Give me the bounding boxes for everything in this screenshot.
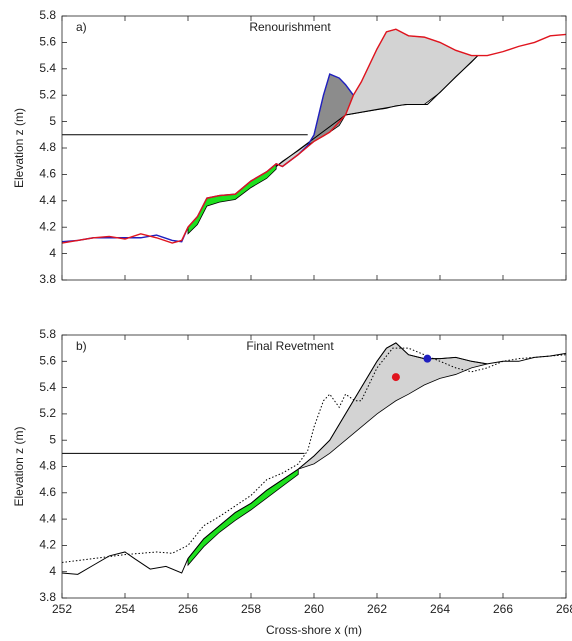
x-tick-label: 254 [115,602,135,616]
marker [391,373,400,382]
x-tick-label: 262 [367,602,387,616]
profile-line [275,55,479,167]
x-tick-label: 264 [430,602,450,616]
x-tick-label: 268 [556,602,572,616]
y-tick-label: 5.8 [39,8,56,22]
x-tick-label: 256 [178,602,198,616]
y-tick-label: 4.8 [39,140,56,154]
y-tick-label: 5.6 [39,35,56,49]
y-axis-label: Elevation z (m) [12,426,26,506]
x-tick-label: 260 [304,602,324,616]
x-tick-label: 266 [493,602,513,616]
y-tick-label: 5 [49,114,56,128]
y-tick-label: 5.4 [39,61,56,75]
y-tick-label: 5.2 [39,87,56,101]
y-tick-label: 4.8 [39,459,56,473]
profile-line [61,28,567,244]
x-tick-label: 258 [241,602,261,616]
y-tick-label: 5.4 [39,380,56,394]
panel-title: Final Revetment [246,339,334,353]
y-tick-label: 3.8 [39,272,56,286]
plot-area [62,16,566,280]
y-axis-label: Elevation z (m) [12,108,26,188]
y-tick-label: 5.6 [39,353,56,367]
profile-line [61,347,567,563]
y-tick-label: 4.2 [39,538,56,552]
panel-label: a) [76,20,87,34]
y-tick-label: 4 [49,246,56,260]
y-tick-label: 4.6 [39,485,56,499]
y-tick-label: 3.8 [39,590,56,604]
y-tick-label: 5.8 [39,327,56,341]
y-tick-label: 4.4 [39,193,56,207]
profile-line [61,342,567,575]
plot-area [62,335,566,598]
y-tick-label: 4.6 [39,167,56,181]
y-tick-label: 4.4 [39,511,56,525]
x-tick-label: 252 [52,602,72,616]
x-axis-label: Cross-shore x (m) [266,623,362,637]
panel-title: Renourishment [249,20,331,34]
y-tick-label: 5 [49,432,56,446]
y-tick-label: 4 [49,564,56,578]
y-tick-label: 5.2 [39,406,56,420]
panel-label: b) [76,339,87,353]
y-tick-label: 4.2 [39,219,56,233]
marker [423,354,432,363]
